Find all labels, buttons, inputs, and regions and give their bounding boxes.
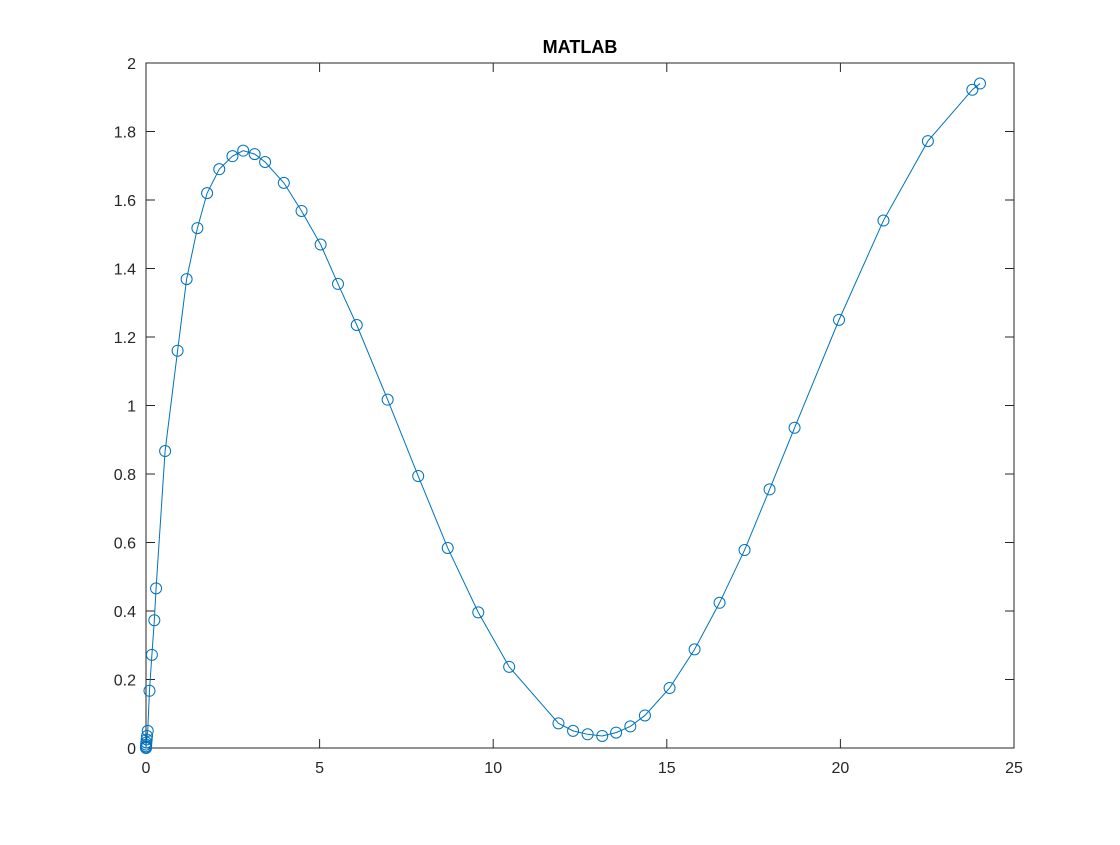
data-point-marker (381, 393, 394, 406)
data-point-marker (552, 717, 565, 730)
data-point-marker (145, 648, 158, 661)
data-point-marker (350, 319, 363, 332)
data-point-marker (237, 144, 250, 157)
data-point-marker (441, 541, 454, 554)
y-tick-label: 0.2 (114, 673, 136, 690)
data-point-marker (159, 445, 172, 458)
data-point-marker (412, 470, 425, 483)
data-point-marker (921, 135, 934, 148)
data-point-marker (141, 730, 154, 743)
data-point-marker (140, 736, 153, 749)
y-tick-label: 1.8 (114, 125, 136, 142)
data-point-marker (877, 214, 890, 227)
data-point-marker (314, 238, 327, 251)
data-point-marker (624, 720, 637, 733)
data-point-marker (581, 728, 594, 741)
data-point-marker (141, 724, 154, 737)
data-point-marker (638, 709, 651, 722)
y-tick-label: 1.4 (114, 262, 136, 279)
data-point-marker (150, 582, 163, 595)
x-tick-label: 5 (315, 760, 324, 777)
x-tick-label: 20 (832, 760, 850, 777)
y-tick-label: 0.6 (114, 536, 136, 553)
data-point-marker (180, 273, 193, 286)
series-layer (140, 77, 986, 754)
y-tick-label: 0 (127, 741, 136, 758)
x-tick-label: 0 (142, 760, 151, 777)
data-point-marker (567, 724, 580, 737)
y-tick-label: 2 (127, 56, 136, 73)
data-point-marker (833, 313, 846, 326)
data-point-marker (295, 204, 308, 217)
data-point-marker (213, 163, 226, 176)
x-tick-label: 10 (484, 760, 502, 777)
data-point-marker (713, 596, 726, 609)
data-point-marker (143, 684, 156, 697)
data-point-marker (332, 277, 344, 290)
data-point-marker (259, 155, 272, 168)
y-tick-label: 1.6 (114, 193, 136, 210)
data-point-marker (201, 187, 214, 200)
data-point-marker (763, 483, 776, 496)
data-point-marker (738, 544, 751, 557)
data-point-marker (226, 150, 239, 163)
data-point-marker (140, 733, 153, 746)
data-point-marker (171, 344, 184, 357)
y-tick-label: 1 (127, 399, 136, 416)
chart-title: MATLAB (543, 37, 618, 57)
data-point-marker (788, 421, 801, 434)
data-point-marker (191, 222, 204, 235)
data-point-marker (248, 148, 261, 161)
data-point-marker (688, 643, 701, 656)
ticks: 0 5 10 15 20 25 0 0.2 0.4 0.6 0.8 1 1.2 1.4 1.6 1.8 2 (114, 56, 1023, 777)
data-point-marker (663, 682, 676, 695)
x-tick-label: 15 (658, 760, 676, 777)
data-point-marker (596, 730, 609, 743)
data-point-marker (277, 176, 290, 189)
series-line (145, 83, 981, 749)
data-point-marker (472, 606, 485, 619)
y-tick-label: 0.8 (114, 467, 136, 484)
data-point-marker (966, 83, 979, 96)
y-tick-label: 0.4 (114, 604, 136, 621)
data-point-marker (148, 614, 161, 627)
data-point-marker (503, 660, 516, 673)
data-point-marker (610, 726, 623, 739)
y-tick-label: 1.2 (114, 330, 136, 347)
axes-box (145, 62, 1015, 749)
data-point-marker (973, 77, 986, 90)
x-tick-label: 25 (1005, 760, 1023, 777)
